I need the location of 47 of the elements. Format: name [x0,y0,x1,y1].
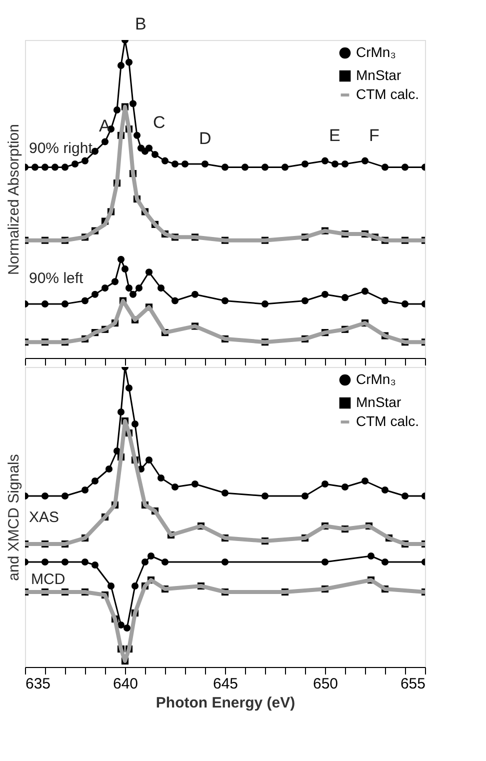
annotation: B [135,14,146,34]
point [301,297,309,304]
point [101,284,109,292]
point [129,290,137,298]
annotation: F [369,126,380,145]
point [191,290,199,298]
point [361,288,369,295]
legend-label: CTM calc. [356,86,419,102]
annotation: E [329,126,340,145]
legend-label: MnStar [356,67,402,83]
annotation: C [153,113,166,132]
point [401,300,409,308]
x-tick-label: 640 [112,676,138,692]
legend-label: CrMn₃ [356,371,396,387]
annotation: XAS [29,509,60,526]
annotation: MCD [31,571,66,588]
legend-label: MnStar [356,394,402,410]
annotation: A [99,116,111,136]
point [221,297,229,304]
x-tick-label: 635 [26,676,51,692]
point [121,265,129,272]
legend-label: CTM calc. [356,413,419,429]
annotation: 90% left [29,270,84,287]
x-tick-label: 650 [312,676,338,692]
point [117,256,125,263]
point [81,297,89,304]
point [261,300,269,308]
annotation: D [199,129,212,148]
point [145,268,153,276]
x-axis-title: Photon Energy (eV) [156,694,296,712]
x-tick-label: 655 [400,676,426,692]
point [321,290,329,298]
x-tick-label: 645 [212,676,238,692]
point [341,294,349,302]
annotation: 90% right [29,140,94,157]
point [381,297,389,304]
point [91,290,99,298]
y-axis-title: Normalized Absorption [6,124,22,275]
point [157,284,165,292]
y-axis-title: and XMCD Signals [6,454,22,581]
legend-label: CrMn₃ [356,44,396,60]
point [61,300,69,308]
point [171,297,179,304]
point [41,300,49,308]
point [125,284,133,292]
point [135,284,143,292]
point [111,278,119,286]
